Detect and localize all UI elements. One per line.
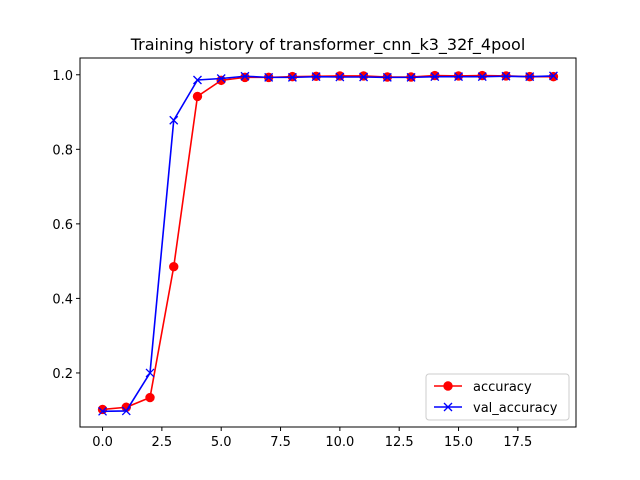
x-tick-label: 0.0: [92, 435, 113, 450]
data-point-val_accuracy: [98, 406, 108, 416]
data-point-accuracy: [477, 70, 487, 81]
data-point-val_accuracy: [525, 72, 535, 82]
data-point-val_accuracy: [548, 71, 558, 81]
plot-series: [97, 70, 559, 416]
legend-label: accuracy: [473, 380, 532, 395]
y-tick-label: 1.0: [52, 69, 73, 84]
data-point-val_accuracy: [240, 71, 250, 81]
data-point-val_accuracy: [121, 406, 131, 416]
legend-label: val_accuracy: [473, 401, 558, 416]
x-tick-label: 5.0: [211, 435, 232, 450]
data-point-val_accuracy: [193, 75, 202, 85]
x-tick-label: 10.0: [325, 435, 354, 450]
x-tick-label: 7.5: [270, 435, 291, 450]
y-axis: 0.2 0.4 0.6 0.8 1.0: [52, 69, 80, 382]
x-axis: 0.0 2.5 5.0 7.5 10.0 12.5 15.0 17.5: [92, 427, 532, 450]
data-point-val_accuracy: [501, 71, 511, 81]
data-point-val_accuracy: [145, 368, 155, 378]
data-point-val_accuracy: [477, 72, 487, 82]
data-point-accuracy: [358, 71, 369, 81]
data-point-accuracy: [430, 70, 440, 81]
data-point-accuracy: [169, 262, 179, 272]
legend-marker-val_accuracy: [443, 402, 453, 412]
data-point-accuracy: [240, 72, 250, 83]
data-point-val_accuracy: [406, 72, 416, 82]
data-point-accuracy: [335, 71, 345, 81]
data-point-val_accuracy: [216, 74, 226, 83]
y-tick-label: 0.8: [52, 143, 73, 158]
y-tick-label: 0.6: [52, 218, 73, 233]
chart-title: Training history of transformer_cnn_k3_3…: [130, 35, 526, 55]
legend-marker-accuracy: [443, 381, 453, 391]
x-tick-label: 15.0: [444, 435, 473, 450]
data-point-val_accuracy: [311, 72, 321, 82]
legend: accuracy val_accuracy: [425, 373, 570, 421]
data-point-accuracy: [97, 404, 108, 415]
data-point-val_accuracy: [359, 72, 369, 82]
data-point-val_accuracy: [169, 115, 179, 125]
series-line-val_accuracy: [102, 75, 554, 413]
series-val_accuracy: [98, 71, 558, 416]
data-point-val_accuracy: [454, 72, 463, 82]
y-tick-label: 0.4: [52, 292, 73, 307]
x-tick-label: 2.5: [152, 435, 173, 450]
data-point-val_accuracy: [264, 72, 274, 82]
x-tick-label: 17.5: [503, 435, 532, 450]
data-point-val_accuracy: [335, 72, 345, 82]
data-point-val_accuracy: [430, 72, 440, 82]
y-tick-label: 0.2: [52, 367, 73, 382]
data-point-accuracy: [145, 392, 155, 403]
x-tick-label: 12.5: [385, 435, 414, 450]
legend-item-val_accuracy: val_accuracy: [434, 401, 558, 416]
plot-frame: [79, 57, 577, 428]
data-point-val_accuracy: [382, 72, 392, 82]
data-point-val_accuracy: [287, 72, 297, 82]
legend-item-accuracy: accuracy: [434, 380, 532, 395]
data-point-accuracy: [192, 91, 203, 102]
